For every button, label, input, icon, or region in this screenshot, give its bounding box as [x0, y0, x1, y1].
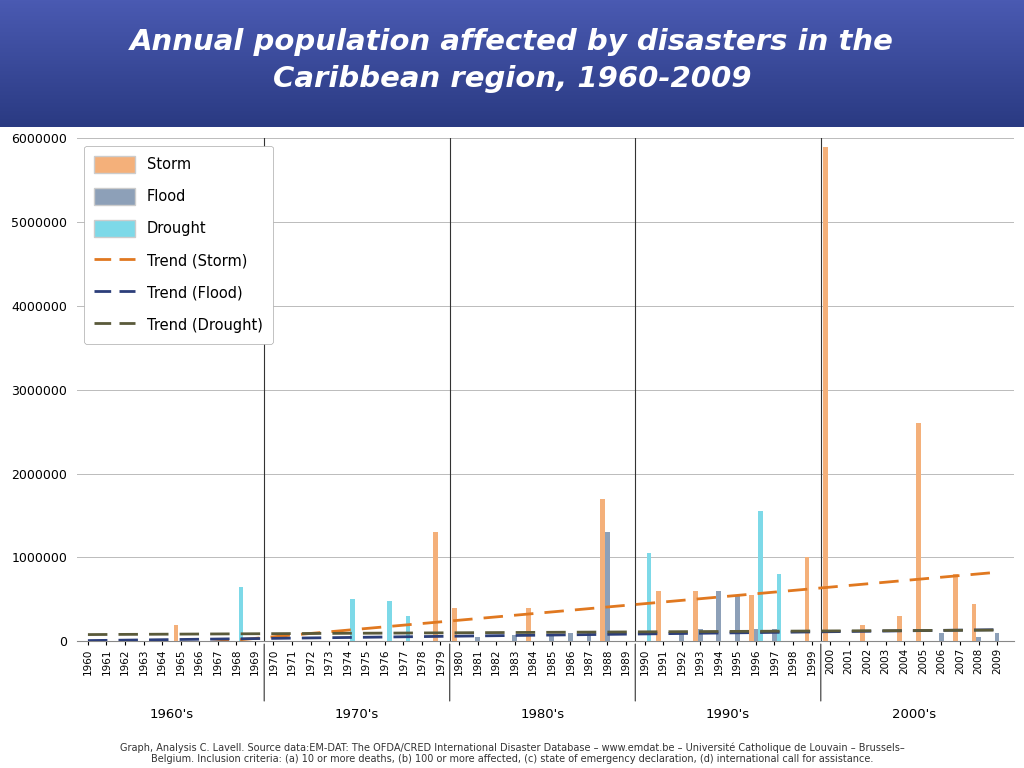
Bar [939, 633, 944, 641]
Bar [915, 423, 921, 641]
Bar [679, 633, 684, 641]
Bar [568, 633, 572, 641]
Bar [587, 633, 591, 641]
Text: 1980's: 1980's [520, 708, 564, 721]
Text: 1970's: 1970's [335, 708, 379, 721]
Bar [972, 604, 976, 641]
Text: 1960's: 1960's [150, 708, 194, 721]
Bar [387, 601, 392, 641]
Bar [350, 599, 354, 641]
Bar [805, 558, 809, 641]
Bar [605, 532, 609, 641]
Bar [239, 587, 244, 641]
Bar [452, 607, 457, 641]
Text: Graph, Analysis C. Lavell. Source data:EM-DAT: The OFDA/CRED International Disas: Graph, Analysis C. Lavell. Source data:E… [120, 742, 904, 764]
Bar [754, 629, 758, 641]
Bar [512, 634, 517, 641]
Bar [994, 633, 999, 641]
Bar [600, 498, 605, 641]
Bar [860, 624, 865, 641]
Bar [953, 574, 957, 641]
Bar [897, 616, 902, 641]
Bar [758, 511, 763, 641]
Bar [735, 595, 739, 641]
Bar [698, 629, 702, 641]
Bar [693, 591, 698, 641]
Bar [772, 629, 777, 641]
Bar [717, 591, 721, 641]
Bar [550, 634, 554, 641]
Bar [749, 595, 754, 641]
Bar [174, 624, 178, 641]
Text: 2000's: 2000's [892, 708, 936, 721]
Bar [976, 637, 981, 641]
Text: 1990's: 1990's [706, 708, 751, 721]
Legend: Storm, Flood, Drought, Trend (Storm), Trend (Flood), Trend (Drought): Storm, Flood, Drought, Trend (Storm), Tr… [84, 145, 272, 343]
Bar [777, 574, 781, 641]
Bar [656, 591, 660, 641]
Bar [406, 616, 411, 641]
Bar [433, 532, 438, 641]
Bar [526, 607, 530, 641]
Bar [647, 553, 651, 641]
Bar [475, 637, 480, 641]
Bar [823, 147, 827, 641]
Text: Annual population affected by disasters in the
Caribbean region, 1960-2009: Annual population affected by disasters … [130, 28, 894, 93]
